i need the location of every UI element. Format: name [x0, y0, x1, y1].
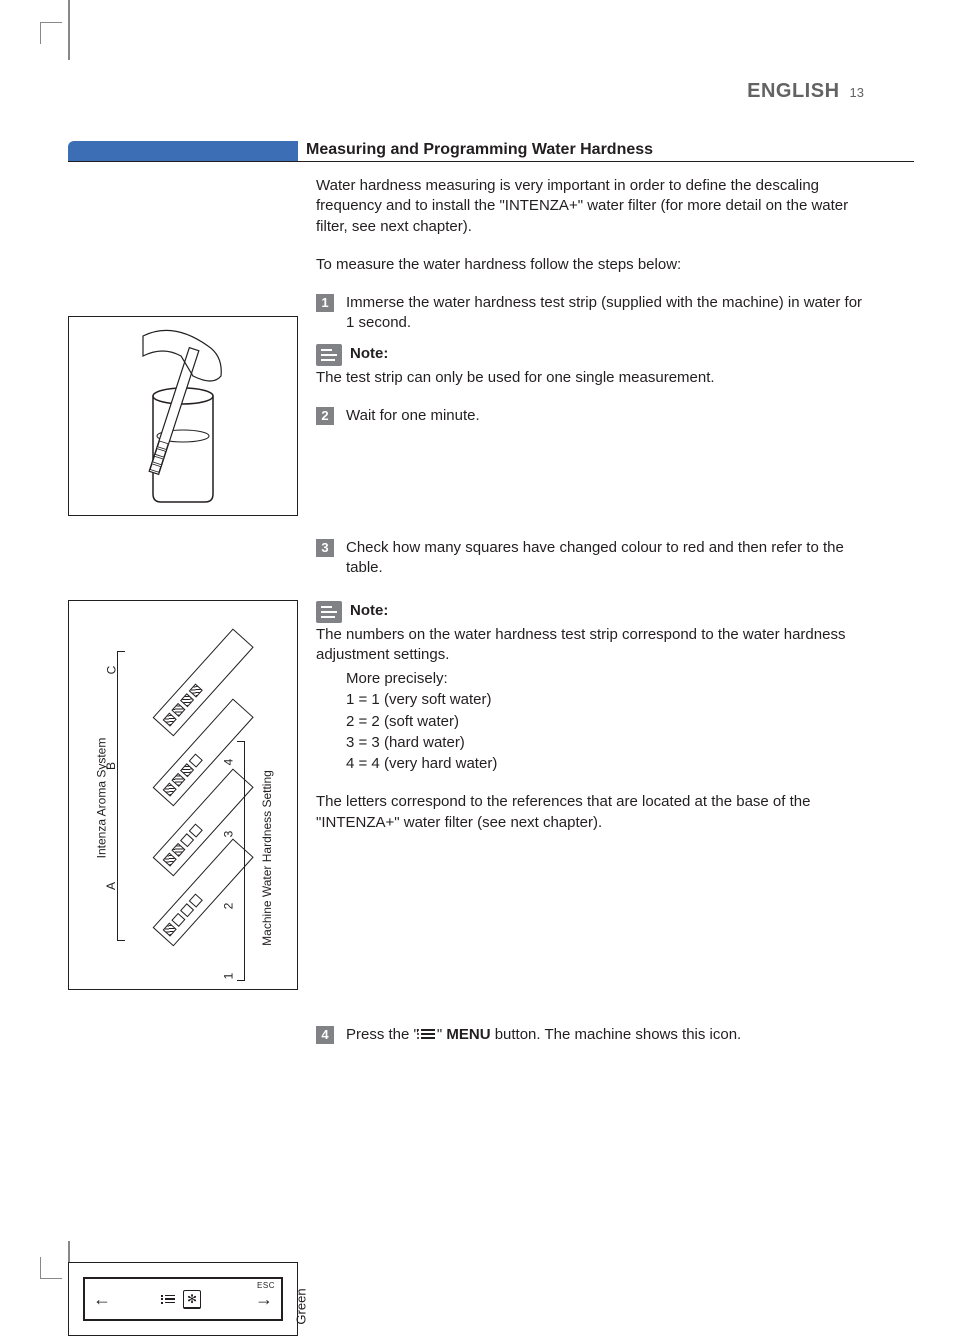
glass-strip-illustration — [113, 326, 253, 506]
intenza-label: Intenza Aroma System — [94, 738, 108, 859]
arrow-right-icon: → — [255, 1289, 273, 1310]
note-2-body: The numbers on the water hardness test s… — [316, 625, 874, 666]
section-title: Measuring and Programming Water Hardness — [306, 141, 653, 161]
note-icon — [316, 601, 342, 623]
figures-column: A B C Intenza Aroma System 1 2 3 4 Machi… — [68, 176, 298, 1336]
step-2: 2 Wait for one minute. — [316, 406, 874, 426]
precision-line: 4 = 4 (very hard water) — [346, 754, 874, 774]
esc-label: ESC — [257, 1281, 275, 1290]
page: ENGLISH 13 Measuring and Programming Wat… — [68, 80, 914, 1261]
note-label: Note: — [350, 344, 388, 364]
step-number: 2 — [316, 407, 334, 425]
numbers-bracket — [237, 741, 245, 981]
star-icon: ✻ — [183, 1290, 201, 1309]
step-text: Press the " " MENU button. The machine sh… — [346, 1026, 741, 1043]
menu-bold: MENU — [446, 1026, 490, 1043]
step-number: 3 — [316, 539, 334, 557]
axis-num-4: 4 — [221, 759, 235, 766]
step-1: 1 Immerse the water hardness test strip … — [316, 293, 874, 334]
display-icons: ✻ — [165, 1290, 201, 1309]
intro-paragraph: Water hardness measuring is very importa… — [316, 176, 874, 237]
menu-icon — [421, 1029, 435, 1041]
figure-hardness-table: A B C Intenza Aroma System 1 2 3 4 Machi… — [68, 600, 298, 990]
precision-block: More precisely: 1 = 1 (very soft water) … — [316, 669, 874, 774]
note-icon — [316, 344, 342, 366]
step-text: Wait for one minute. — [346, 407, 480, 424]
page-header: ENGLISH 13 — [68, 80, 914, 103]
lead-in: To measure the water hardness follow the… — [316, 255, 874, 275]
axis-letter-a: A — [104, 882, 118, 890]
step-3: 3 Check how many squares have changed co… — [316, 538, 874, 579]
text-column: Water hardness measuring is very importa… — [316, 176, 914, 1336]
crop-mark — [68, 0, 70, 60]
hardness-setting-label: Machine Water Hardness Setting — [260, 770, 274, 946]
axis-num-2: 2 — [221, 903, 235, 910]
figure-dip-strip — [68, 316, 298, 516]
step-4: 4 Press the " " MENU button. The machine … — [316, 1025, 874, 1045]
step4-tail: button. The machine shows this icon. — [491, 1026, 742, 1043]
spacer — [316, 436, 874, 532]
list-icon — [165, 1295, 175, 1304]
step-text: Check how many squares have changed colo… — [346, 539, 844, 576]
crop-mark — [40, 1257, 62, 1279]
axis-num-1: 1 — [221, 973, 235, 980]
note-2-header: Note: — [316, 601, 874, 623]
content-columns: A B C Intenza Aroma System 1 2 3 4 Machi… — [68, 176, 914, 1336]
arrow-left-icon: ← — [93, 1289, 111, 1310]
step-number: 1 — [316, 294, 334, 312]
crop-mark — [40, 22, 62, 44]
step-number: 4 — [316, 1026, 334, 1044]
precision-intro: More precisely: — [346, 669, 874, 689]
step4-suffix: " — [437, 1026, 447, 1043]
precision-line: 2 = 2 (soft water) — [346, 712, 874, 732]
green-label: Green — [293, 1288, 308, 1324]
machine-display: ESC ← ✻ → — [83, 1277, 283, 1321]
section-tab — [68, 141, 298, 161]
step-text: Immerse the water hardness test strip (s… — [346, 294, 862, 331]
precision-line: 3 = 3 (hard water) — [346, 733, 874, 753]
precision-line: 1 = 1 (very soft water) — [346, 690, 874, 710]
spacer — [316, 851, 874, 1019]
letters-bracket — [117, 651, 125, 941]
note-label: Note: — [350, 601, 388, 621]
section-heading: Measuring and Programming Water Hardness — [68, 141, 914, 162]
axis-num-3: 3 — [221, 831, 235, 838]
language-label: ENGLISH — [747, 80, 839, 103]
page-number: 13 — [850, 85, 864, 100]
note-1-body: The test strip can only be used for one … — [316, 368, 874, 388]
figure-display: ESC ← ✻ → Green — [68, 1262, 298, 1336]
step4-prefix: Press the " — [346, 1026, 419, 1043]
note-1-header: Note: — [316, 344, 874, 366]
letters-note: The letters correspond to the references… — [316, 792, 874, 833]
